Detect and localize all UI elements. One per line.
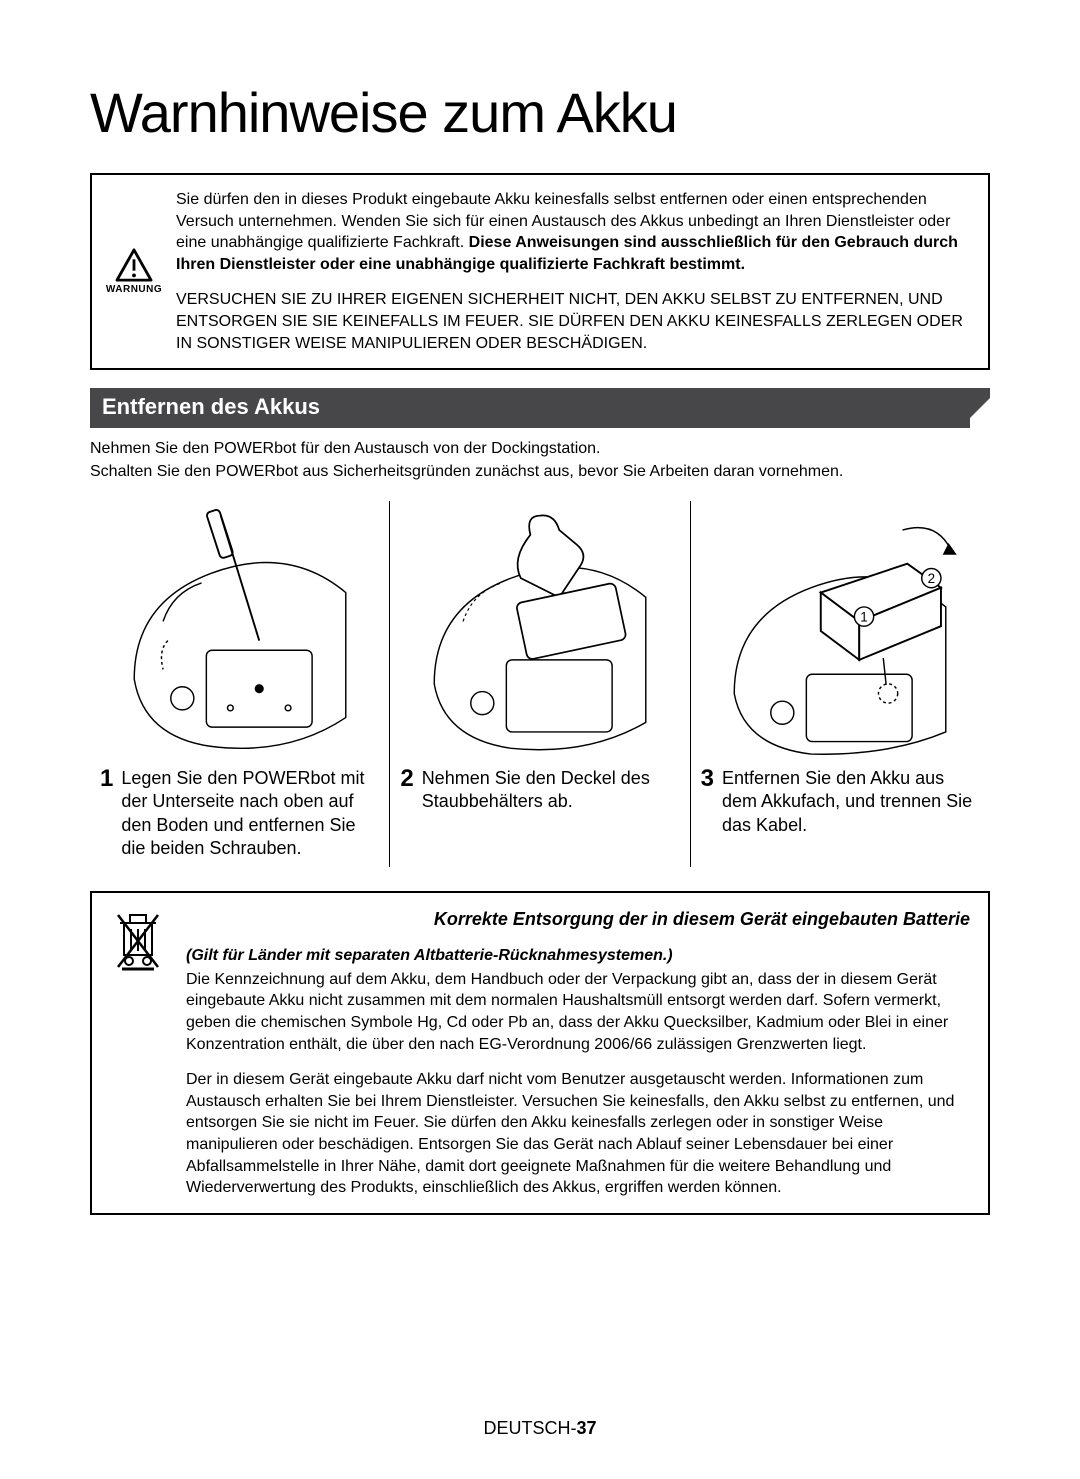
warning-paragraph-2: VERSUCHEN SIE ZU IHRER EIGENEN SICHERHEI… bbox=[176, 289, 970, 354]
intro-text: Nehmen Sie den POWERbot für den Austausc… bbox=[90, 438, 990, 483]
section-heading: Entfernen des Akkus bbox=[90, 388, 990, 428]
warning-box: WARNUNG Sie dürfen den in dieses Produkt… bbox=[90, 173, 990, 370]
svg-text:1: 1 bbox=[861, 609, 868, 624]
steps-row: 1 Legen Sie den POWERbot mit der Unterse… bbox=[90, 501, 990, 867]
disposal-heading: Korrekte Entsorgung der in diesem Gerät … bbox=[186, 907, 970, 931]
disposal-icon-column bbox=[110, 907, 166, 1199]
step-1: 1 Legen Sie den POWERbot mit der Unterse… bbox=[90, 501, 389, 867]
step-2-illustration bbox=[400, 501, 679, 761]
step-1-text: Legen Sie den POWERbot mit der Unterseit… bbox=[121, 767, 379, 867]
disposal-paragraph-1: Die Kennzeichnung auf dem Akku, dem Hand… bbox=[186, 969, 970, 1055]
footer-page-number: 37 bbox=[576, 1418, 596, 1438]
disposal-body: Korrekte Entsorgung der in diesem Gerät … bbox=[186, 907, 970, 1199]
step-3: 1 2 3 Entfernen Sie den Akku aus dem Akk… bbox=[690, 501, 990, 867]
step-1-number: 1 bbox=[100, 767, 113, 867]
disposal-box: Korrekte Entsorgung der in diesem Gerät … bbox=[90, 891, 990, 1215]
step-3-number: 3 bbox=[701, 767, 714, 867]
warning-text: Sie dürfen den in dieses Produkt eingeba… bbox=[176, 189, 970, 354]
intro-line-1: Nehmen Sie den POWERbot für den Austausc… bbox=[90, 438, 990, 460]
page-footer: DEUTSCH-37 bbox=[0, 1418, 1080, 1439]
warning-label: WARNUNG bbox=[106, 284, 162, 295]
step-2-number: 2 bbox=[400, 767, 413, 867]
footer-language: DEUTSCH- bbox=[483, 1418, 576, 1438]
warning-triangle-icon bbox=[115, 248, 153, 282]
intro-line-2: Schalten Sie den POWERbot aus Sicherheit… bbox=[90, 461, 990, 483]
svg-text:2: 2 bbox=[928, 571, 935, 586]
disposal-paragraph-2: Der in diesem Gerät eingebaute Akku darf… bbox=[186, 1069, 970, 1199]
step-1-illustration bbox=[100, 501, 379, 761]
warning-icon-column: WARNUNG bbox=[106, 189, 162, 354]
step-2-text: Nehmen Sie den Deckel des Staubbehälters… bbox=[422, 767, 680, 867]
step-2: 2 Nehmen Sie den Deckel des Staubbehälte… bbox=[389, 501, 689, 867]
disposal-subheading: (Gilt für Länder mit separaten Altbatter… bbox=[186, 945, 970, 967]
page-title: Warnhinweise zum Akku bbox=[90, 80, 990, 145]
step-3-text: Entfernen Sie den Akku aus dem Akkufach,… bbox=[722, 767, 980, 867]
step-3-illustration: 1 2 bbox=[701, 501, 980, 761]
crossed-bin-icon bbox=[114, 911, 162, 971]
